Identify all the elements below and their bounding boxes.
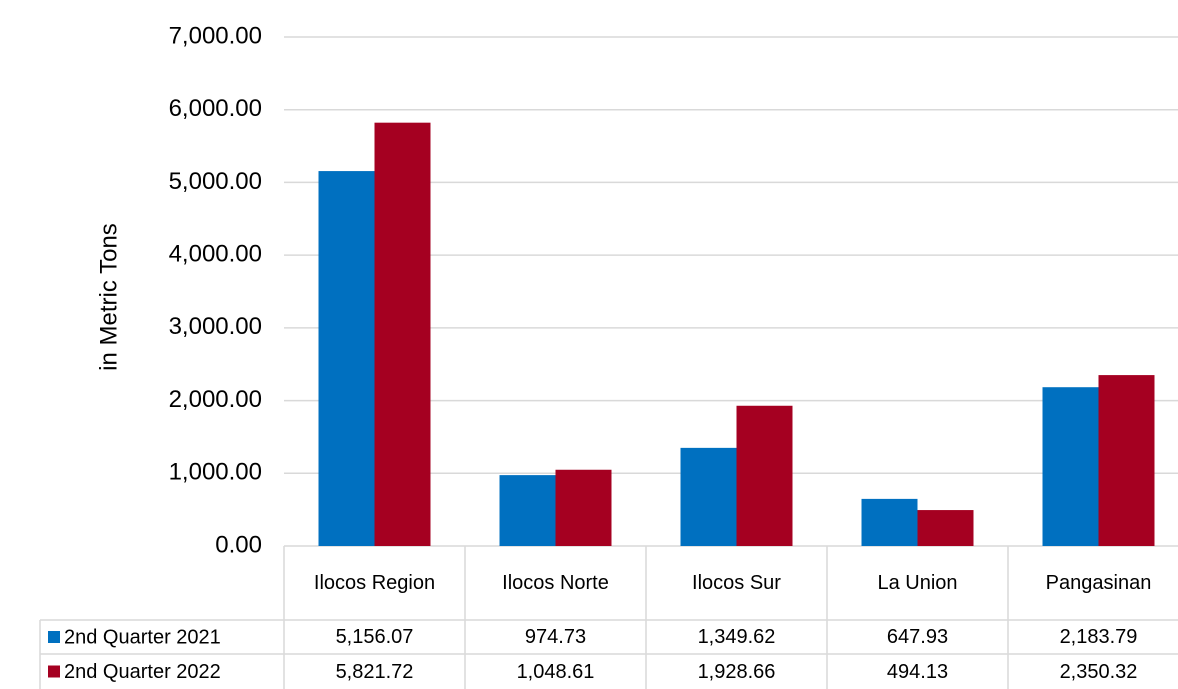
- y-tick-label: 1,000.00: [169, 459, 262, 486]
- legend-label: 2nd Quarter 2022: [64, 661, 221, 683]
- bar: [1042, 387, 1099, 546]
- cell-text: 1,928.66: [697, 660, 776, 683]
- table-value: 974.73: [465, 620, 646, 654]
- y-tick-label: 0.00: [215, 531, 262, 558]
- category-label: La Union: [827, 546, 1008, 620]
- bar: [318, 171, 375, 546]
- table-value: 2,350.32: [1008, 654, 1178, 689]
- cell-text: 5,156.07: [335, 626, 414, 648]
- y-tick-label: 2,000.00: [169, 386, 262, 413]
- cell-text: Ilocos Region: [313, 572, 436, 594]
- y-axis-label: in Metric Tons: [95, 223, 122, 371]
- cell-text: 494.13: [886, 660, 949, 683]
- bar: [374, 122, 431, 546]
- legend-label: 2nd Quarter 2021: [64, 626, 221, 648]
- cell-text: 647.93: [886, 626, 949, 648]
- category-label: Ilocos Norte: [465, 546, 646, 620]
- table-value: 647.93: [827, 620, 1008, 654]
- legend-key: [48, 631, 60, 643]
- category-label: Pangasinan: [1008, 546, 1178, 620]
- bar: [917, 510, 974, 546]
- bar: [1098, 375, 1155, 546]
- cell-text: 2,183.79: [1059, 626, 1138, 648]
- y-tick-label: 6,000.00: [169, 95, 262, 122]
- category-label: Ilocos Region: [284, 546, 465, 620]
- cell-text: Ilocos Norte: [502, 572, 609, 594]
- y-tick-label: 5,000.00: [169, 168, 262, 195]
- table-value: 1,048.61: [465, 654, 646, 689]
- cell-text: 2,350.32: [1059, 660, 1138, 683]
- table-value: 494.13: [827, 654, 1008, 689]
- cell-text: 1,048.61: [516, 660, 595, 683]
- table-value: 5,156.07: [284, 620, 465, 654]
- legend-key: [48, 665, 60, 678]
- table-value: 1,349.62: [646, 620, 827, 654]
- category-label: Ilocos Sur: [646, 546, 827, 620]
- table-value: 5,821.72: [284, 654, 465, 689]
- y-tick-label: 7,000.00: [169, 22, 262, 49]
- cell-text: 1,349.62: [697, 626, 776, 648]
- table-value: 1,928.66: [646, 654, 827, 689]
- cell-text: 5,821.72: [335, 660, 414, 683]
- bar: [736, 405, 793, 546]
- cell-text: Ilocos Sur: [692, 572, 781, 594]
- cell-text: Pangasinan: [1045, 572, 1152, 594]
- bar: [555, 469, 612, 546]
- bar: [499, 475, 556, 546]
- table-value: 2,183.79: [1008, 620, 1178, 654]
- y-tick-label: 4,000.00: [169, 240, 262, 267]
- cell-text: 974.73: [524, 626, 587, 648]
- bar: [680, 447, 737, 546]
- bar: [861, 498, 918, 546]
- cell-text: La Union: [877, 572, 958, 594]
- y-tick-label: 3,000.00: [169, 313, 262, 340]
